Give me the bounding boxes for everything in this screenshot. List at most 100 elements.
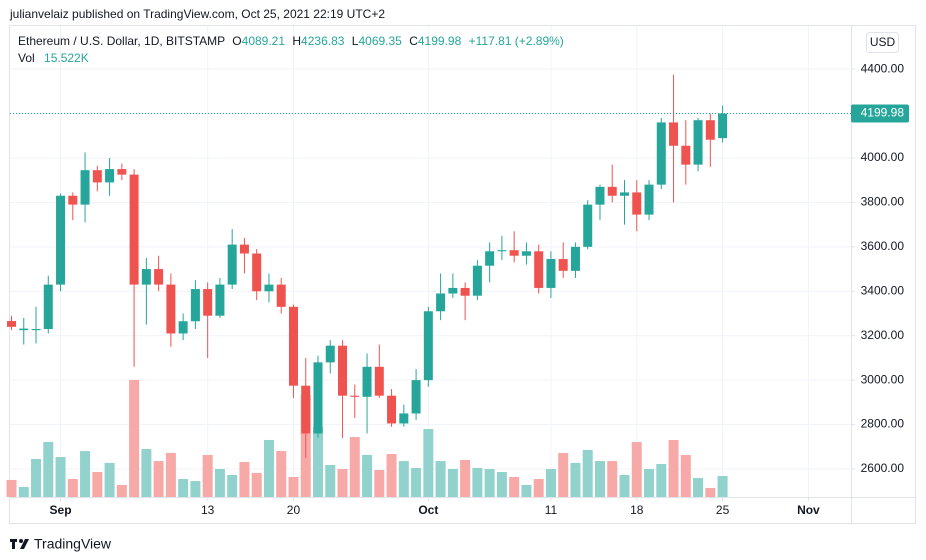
grid (10, 26, 851, 497)
volume-bar (349, 436, 360, 497)
volume-bar (80, 451, 91, 497)
volume-bar (545, 469, 556, 497)
volume-bar (570, 462, 581, 497)
volume-bar (594, 461, 605, 497)
volume-bar (423, 429, 434, 497)
volume-legend: Vol 15.522K (18, 51, 89, 65)
candle-body (644, 184, 654, 215)
volume-bar (619, 474, 630, 497)
candle-body (705, 120, 715, 140)
candle-body (718, 113, 728, 139)
candle-body (276, 284, 286, 307)
volume-bar (18, 486, 29, 497)
volume-bar (582, 449, 593, 497)
x-tick-label: 20 (287, 503, 301, 517)
candle-body (583, 204, 593, 247)
candle-body (264, 284, 274, 292)
candle-body (105, 169, 115, 183)
y-tick-label: 3800.00 (861, 195, 905, 209)
volume-bar (43, 441, 54, 497)
volume-bar (533, 479, 544, 497)
logo-part (12, 539, 15, 549)
candle-body (313, 362, 323, 434)
x-tick-label: Sep (50, 503, 72, 517)
volume-bar (337, 469, 348, 497)
volume-bar (239, 461, 250, 497)
logo-part (20, 539, 29, 549)
candle-body (19, 328, 29, 331)
candle-body (7, 321, 16, 327)
candle-body (141, 269, 151, 285)
chart-frame (9, 25, 916, 524)
candle-body (56, 195, 66, 285)
volume-bar (484, 469, 495, 497)
candle-body (509, 250, 519, 256)
y-tick-label: 3000.00 (861, 372, 905, 386)
volume-bar (141, 449, 152, 497)
candle-body (129, 174, 139, 285)
candle-body (374, 366, 384, 396)
candle-body (448, 287, 458, 294)
volume-bar (190, 481, 201, 497)
x-tick-label: 25 (716, 503, 730, 517)
volume-bar (116, 484, 127, 497)
volume-bar (717, 476, 728, 497)
volume-bar (435, 461, 446, 497)
candle-body (80, 170, 90, 205)
candle-body (570, 246, 580, 271)
candle-body (215, 284, 225, 316)
volume-bar (276, 451, 287, 497)
publisher: julianvelaiz published on TradingView.co… (9, 7, 385, 21)
volume-bar (644, 469, 655, 497)
volume-bar (558, 452, 569, 497)
volume-bar (202, 454, 213, 497)
volume-bar (313, 426, 323, 497)
volume-bar (631, 441, 642, 497)
volume-bar (509, 476, 520, 497)
high-value: 4236.83 (301, 34, 345, 48)
symbol: Ethereum / U.S. Dollar, 1D, BITSTAMP (18, 34, 225, 48)
candle-body (693, 120, 703, 165)
volume-bar (521, 484, 532, 497)
currency[interactable]: USD (870, 35, 896, 49)
candle-body (338, 345, 348, 396)
volume-bar (6, 479, 17, 497)
candle-body (681, 145, 691, 165)
candle-body (92, 170, 102, 183)
close-label: C (409, 34, 418, 48)
candle-body (31, 329, 41, 331)
volume-label: Vol (18, 51, 35, 65)
y-tick-label: 3400.00 (861, 283, 905, 297)
y-tick-label: 2600.00 (861, 461, 905, 475)
candle-body (497, 250, 507, 252)
volume-bar (668, 439, 679, 497)
volume-bar (607, 461, 618, 497)
volume-bar (656, 464, 667, 497)
candle-body (154, 269, 164, 285)
candle-body (68, 195, 78, 205)
candle-body (656, 122, 666, 185)
volume-bar (288, 476, 299, 497)
volume-bar (104, 462, 115, 497)
candle-body (387, 395, 397, 424)
candle-body (423, 311, 433, 381)
volume-bar (178, 479, 189, 497)
volume-bar (362, 454, 373, 497)
y-tick-label: 4400.00 (861, 61, 905, 75)
x-tick-label: Oct (418, 503, 438, 517)
y-tick-label: 2800.00 (861, 417, 905, 431)
marks (6, 74, 851, 497)
y-tick-label: 3200.00 (861, 328, 905, 342)
volume-bar (67, 479, 78, 497)
candle-body (436, 293, 446, 312)
y-tick-label: 4000.00 (861, 150, 905, 164)
x-tick-label: 13 (201, 503, 215, 517)
candle-body (43, 284, 53, 330)
candle-body (301, 385, 311, 434)
candle-body (632, 192, 642, 215)
candle-body (460, 287, 470, 296)
x-tick-label: 18 (630, 503, 644, 517)
currency-button[interactable] (866, 32, 899, 53)
candle-body (472, 265, 482, 296)
